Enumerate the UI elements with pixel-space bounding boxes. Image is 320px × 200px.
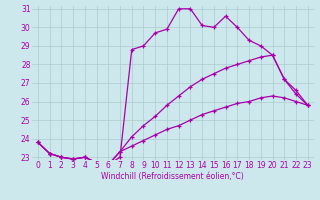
X-axis label: Windchill (Refroidissement éolien,°C): Windchill (Refroidissement éolien,°C): [101, 172, 244, 181]
